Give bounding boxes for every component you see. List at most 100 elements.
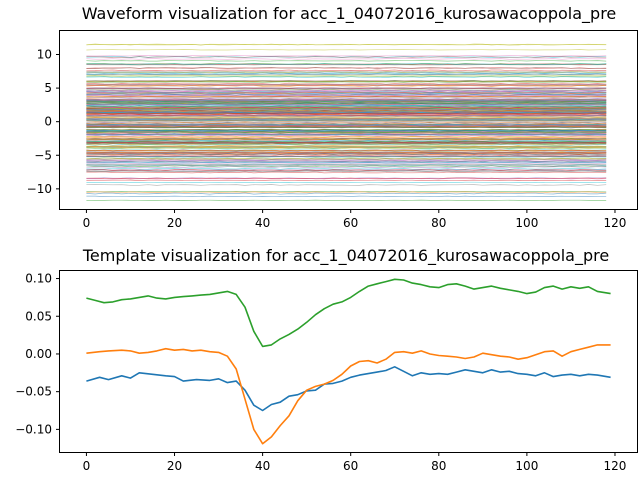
template-lines [86, 278, 611, 445]
template-xtick-label: 20 [167, 459, 182, 473]
waveform-trace [86, 81, 607, 83]
waveform-trace [86, 115, 607, 118]
waveform-title: Waveform visualization for acc_1_0407201… [82, 4, 617, 24]
waveform-trace [86, 161, 607, 163]
template-series-3-line [86, 278, 611, 348]
template-xtick-label: 100 [515, 459, 538, 473]
waveform-trace [86, 158, 607, 161]
waveform-trace [86, 136, 607, 139]
waveform-ytick-label: −10 [27, 182, 52, 196]
template-series-2-line [86, 344, 611, 445]
waveform-trace [86, 67, 607, 70]
waveform-trace [86, 100, 607, 102]
waveform-axes: Waveform visualization for acc_1_0407201… [27, 4, 638, 230]
waveform-xtick-label: 0 [83, 216, 91, 230]
waveform-trace [86, 157, 607, 160]
waveform-trace [86, 44, 607, 46]
waveform-trace [86, 101, 607, 103]
waveform-trace [86, 142, 607, 145]
template-ticks: 0 20 40 60 80 100 120 −0.10 −0.05 0.00 0.05 0.10 [15, 272, 626, 473]
waveform-trace [86, 113, 607, 116]
waveform-trace [86, 92, 607, 95]
template-series-1-line [86, 366, 611, 412]
template-frame [59, 270, 638, 453]
waveform-trace [86, 149, 607, 152]
template-xtick-label: 60 [343, 459, 358, 473]
waveform-ytick-label: −5 [34, 148, 52, 162]
waveform-trace [86, 134, 607, 136]
waveform-trace [86, 84, 607, 87]
template-xtick-label: 40 [255, 459, 270, 473]
waveform-trace [86, 137, 607, 140]
waveform-trace [86, 139, 607, 141]
waveform-trace [86, 170, 607, 173]
template-axes: Template visualization for acc_1_0407201… [15, 246, 638, 473]
waveform-frame [59, 30, 638, 210]
template-xtick-label: 120 [604, 459, 627, 473]
waveform-trace [86, 145, 607, 147]
waveform-xtick-label: 60 [343, 216, 358, 230]
template-ytick-label: −0.10 [15, 422, 52, 436]
waveform-trace [86, 88, 607, 90]
waveform-trace [86, 112, 607, 114]
waveform-trace [86, 134, 607, 137]
waveform-trace [86, 73, 607, 76]
waveform-trace [86, 140, 607, 143]
waveform-trace [86, 155, 607, 158]
waveform-xtick-label: 120 [604, 216, 627, 230]
waveform-trace [86, 138, 607, 140]
waveform-trace [86, 117, 607, 119]
waveform-trace [86, 122, 607, 125]
template-ytick-label: 0.05 [25, 309, 52, 323]
waveform-trace [86, 49, 607, 51]
waveform-trace [86, 63, 607, 65]
template-xtick-label: 0 [83, 459, 91, 473]
waveform-trace [86, 103, 607, 106]
waveform-trace [86, 177, 607, 180]
waveform-trace [86, 124, 607, 127]
waveform-trace [86, 76, 607, 79]
waveform-trace [86, 164, 607, 167]
waveform-trace [86, 146, 607, 148]
waveform-trace [86, 191, 607, 194]
waveform-trace [86, 195, 607, 198]
waveform-trace [86, 105, 607, 107]
waveform-trace [86, 119, 607, 121]
waveform-trace [86, 120, 607, 123]
waveform-trace [86, 82, 607, 85]
waveform-trace [86, 60, 607, 62]
waveform-trace [86, 116, 607, 119]
waveform-xtick-label: 40 [255, 216, 270, 230]
waveform-xtick-label: 100 [515, 216, 538, 230]
waveform-trace [86, 165, 607, 168]
waveform-trace [86, 184, 607, 186]
waveform-trace [86, 58, 607, 60]
waveform-ytick-label: 10 [37, 48, 52, 62]
waveform-trace [86, 102, 607, 104]
waveform-trace [86, 118, 607, 121]
waveform-xtick-label: 20 [167, 216, 182, 230]
waveform-ytick-label: 5 [44, 81, 52, 95]
waveform-trace [86, 179, 607, 182]
waveform-traces [86, 43, 607, 201]
waveform-trace [86, 190, 607, 193]
waveform-trace [86, 99, 607, 101]
waveform-ytick-label: 0 [44, 115, 52, 129]
waveform-trace [86, 153, 607, 155]
waveform-trace [86, 126, 607, 128]
waveform-trace [86, 84, 607, 87]
waveform-trace [86, 169, 607, 172]
waveform-trace [86, 55, 607, 57]
waveform-trace [86, 131, 607, 133]
waveform-trace [86, 192, 607, 195]
waveform-trace [86, 151, 607, 153]
waveform-trace [86, 171, 607, 174]
waveform-trace [86, 152, 607, 154]
waveform-trace [86, 111, 607, 113]
waveform-trace [86, 143, 607, 146]
waveform-trace [86, 128, 607, 131]
waveform-trace [86, 166, 607, 169]
waveform-trace [86, 167, 607, 170]
waveform-trace [86, 109, 607, 112]
